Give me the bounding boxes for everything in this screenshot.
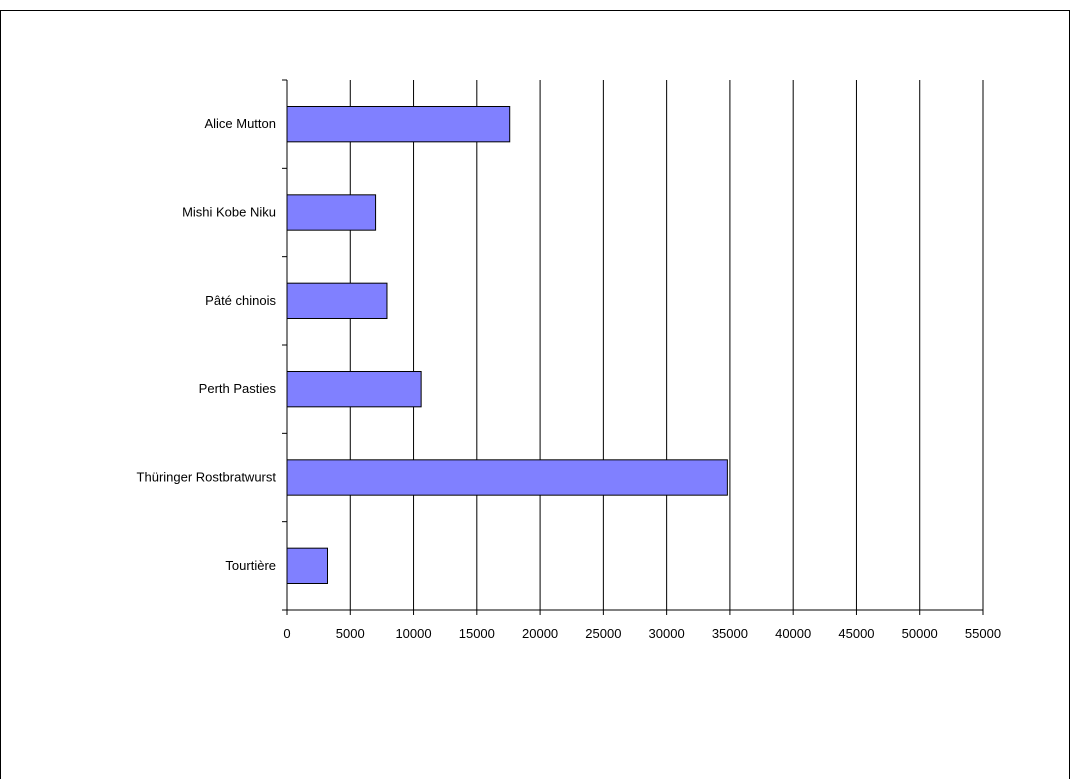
x-tick-label: 5000 xyxy=(336,626,365,641)
bar-p-t-chinois xyxy=(286,282,388,319)
x-tick-label: 25000 xyxy=(585,626,621,641)
category-label: Pâté chinois xyxy=(205,293,276,308)
bar-perth-pasties xyxy=(286,371,422,408)
x-tick-label: 55000 xyxy=(965,626,1001,641)
bar-mishi-kobe-niku xyxy=(286,194,377,231)
bar-th-ringer-rostbratwurst xyxy=(286,459,728,496)
x-tick-label: 40000 xyxy=(775,626,811,641)
category-label: Tourtière xyxy=(225,558,276,573)
labels: 0 5000 10000 15000 20000 25000 30000 35000 40000… xyxy=(137,116,1002,641)
x-tick-label: 20000 xyxy=(522,626,558,641)
x-tick-label: 15000 xyxy=(459,626,495,641)
x-tick-label: 30000 xyxy=(649,626,685,641)
x-tick-label: 10000 xyxy=(395,626,431,641)
x-tick-label: 0 xyxy=(283,626,290,641)
axes xyxy=(282,79,984,615)
bars xyxy=(286,106,728,585)
category-label: Perth Pasties xyxy=(199,381,277,396)
chart-frame xyxy=(0,10,1070,779)
bar-alice-mutton xyxy=(286,106,511,143)
x-tick-label: 35000 xyxy=(712,626,748,641)
category-label: Thüringer Rostbratwurst xyxy=(137,470,277,485)
gridlines xyxy=(349,80,984,610)
category-label: Alice Mutton xyxy=(204,116,276,131)
category-label: Mishi Kobe Niku xyxy=(182,205,276,220)
bar-tourti-re xyxy=(286,547,328,585)
x-tick-label: 50000 xyxy=(902,626,938,641)
x-tick-label: 45000 xyxy=(838,626,874,641)
